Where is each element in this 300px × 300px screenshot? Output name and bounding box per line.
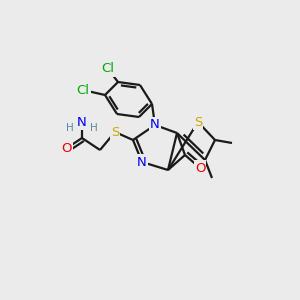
Text: S: S bbox=[194, 116, 202, 128]
Text: Cl: Cl bbox=[76, 83, 89, 97]
Text: N: N bbox=[137, 155, 147, 169]
Text: O: O bbox=[195, 161, 205, 175]
Text: O: O bbox=[62, 142, 72, 154]
Text: N: N bbox=[150, 118, 160, 131]
Text: Cl: Cl bbox=[101, 62, 115, 76]
Text: N: N bbox=[77, 116, 87, 128]
Text: H: H bbox=[66, 123, 74, 133]
Text: H: H bbox=[90, 123, 98, 133]
Text: S: S bbox=[111, 125, 119, 139]
